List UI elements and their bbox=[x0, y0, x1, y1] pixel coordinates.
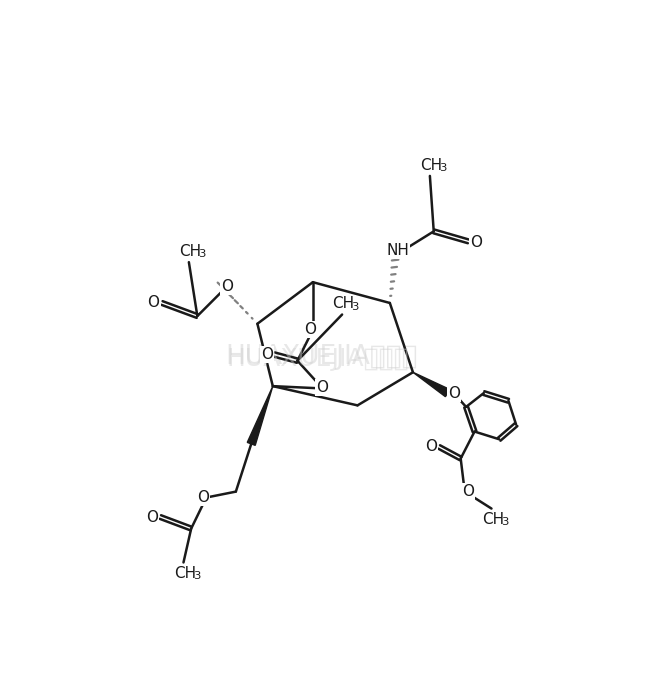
Text: CH: CH bbox=[333, 296, 354, 311]
Text: O: O bbox=[470, 235, 482, 250]
Text: O: O bbox=[146, 509, 158, 525]
Text: CH: CH bbox=[179, 244, 201, 259]
Text: CH: CH bbox=[174, 566, 196, 580]
Text: HUAXUEJIA化学加: HUAXUEJIA化学加 bbox=[227, 347, 409, 371]
Polygon shape bbox=[247, 386, 273, 445]
Text: 3: 3 bbox=[198, 249, 205, 260]
Text: 3: 3 bbox=[501, 517, 508, 528]
Text: 3: 3 bbox=[351, 302, 359, 312]
Text: CH: CH bbox=[421, 157, 443, 173]
Text: O: O bbox=[425, 438, 438, 454]
Text: CH: CH bbox=[482, 512, 504, 527]
Text: NH: NH bbox=[386, 243, 409, 258]
Polygon shape bbox=[413, 372, 450, 397]
Text: O: O bbox=[147, 296, 160, 310]
Text: O: O bbox=[448, 386, 460, 402]
Text: HUAXUEJIA化学加: HUAXUEJIA化学加 bbox=[226, 344, 419, 370]
Text: O: O bbox=[221, 278, 233, 294]
Text: O: O bbox=[197, 490, 209, 505]
Text: 3: 3 bbox=[439, 164, 447, 173]
Text: 3: 3 bbox=[193, 571, 200, 581]
Text: O: O bbox=[462, 484, 474, 499]
Text: O: O bbox=[303, 322, 316, 338]
Text: O: O bbox=[261, 347, 273, 362]
Text: O: O bbox=[316, 380, 328, 395]
